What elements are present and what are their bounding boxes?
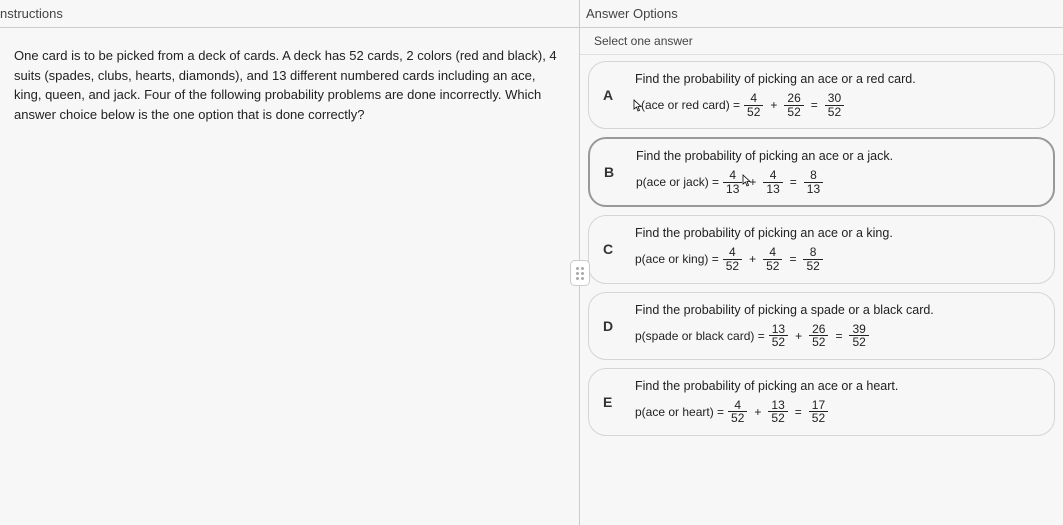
fraction: 1352: [768, 399, 787, 425]
option-letter: C: [603, 241, 613, 257]
answer-option-e[interactable]: E Find the probability of picking an ace …: [588, 368, 1055, 436]
option-equation: p(ace or jack) =413+413=813: [636, 169, 1039, 195]
option-title: Find the probability of picking an ace o…: [635, 379, 1040, 393]
option-equation: p(ace or king) =452+452=852: [635, 246, 1040, 272]
denominator: 13: [723, 182, 742, 196]
cursor-icon: [742, 174, 752, 188]
denominator: 52: [809, 335, 828, 349]
fraction: 3052: [825, 92, 844, 118]
denominator: 52: [784, 105, 803, 119]
equation-lhs: p(ace or jack) =: [636, 175, 719, 189]
operator: =: [787, 175, 800, 189]
operator: +: [767, 98, 780, 112]
fraction: 452: [728, 399, 747, 425]
operator: =: [808, 98, 821, 112]
option-letter: D: [603, 318, 613, 334]
instructions-header: nstructions: [0, 0, 579, 28]
fraction: 813: [804, 169, 823, 195]
option-letter: E: [603, 394, 612, 410]
equation-lhs: (ace or red card) =: [635, 98, 740, 113]
fraction: 852: [803, 246, 822, 272]
denominator: 52: [763, 259, 782, 273]
numerator: 4: [767, 169, 780, 182]
denominator: 52: [728, 411, 747, 425]
denominator: 52: [803, 259, 822, 273]
fraction: 452: [763, 246, 782, 272]
option-title: Find the probability of picking an ace o…: [635, 226, 1040, 240]
numerator: 4: [726, 246, 739, 259]
numerator: 17: [809, 399, 828, 412]
pane-resize-handle[interactable]: [570, 260, 590, 286]
denominator: 52: [768, 411, 787, 425]
denominator: 52: [825, 105, 844, 119]
numerator: 39: [849, 323, 868, 336]
denominator: 52: [849, 335, 868, 349]
denominator: 13: [804, 182, 823, 196]
operator: +: [746, 175, 759, 189]
option-letter: B: [604, 164, 614, 180]
fraction: 452: [744, 92, 763, 118]
equation-lhs: p(spade or black card) =: [635, 329, 765, 343]
fraction: 1752: [809, 399, 828, 425]
answer-option-a[interactable]: A Find the probability of picking an ace …: [588, 61, 1055, 129]
numerator: 8: [807, 169, 820, 182]
numerator: 26: [809, 323, 828, 336]
answer-option-d[interactable]: D Find the probability of picking a spade…: [588, 292, 1055, 360]
numerator: 26: [784, 92, 803, 105]
option-title: Find the probability of picking a spade …: [635, 303, 1040, 317]
fraction: 2652: [809, 323, 828, 349]
answer-header: Answer Options: [580, 0, 1063, 28]
option-title: Find the probability of picking an ace o…: [635, 72, 1040, 86]
operator: =: [832, 329, 845, 343]
option-equation: p(ace or heart) =452+1352=1752: [635, 399, 1040, 425]
denominator: 52: [769, 335, 788, 349]
fraction: 413: [763, 169, 782, 195]
cursor-icon: [633, 99, 643, 113]
page-root: nstructions One card is to be picked fro…: [0, 0, 1063, 525]
denominator: 52: [744, 105, 763, 119]
numerator: 4: [726, 169, 739, 182]
operator: +: [751, 405, 764, 419]
instructions-pane: nstructions One card is to be picked fro…: [0, 0, 580, 525]
operator: +: [792, 329, 805, 343]
operator: =: [786, 252, 799, 266]
equation-lhs: p(ace or heart) =: [635, 405, 724, 419]
fraction: 413: [723, 169, 742, 195]
denominator: 52: [723, 259, 742, 273]
question-text: One card is to be picked from a deck of …: [0, 28, 579, 142]
denominator: 52: [809, 411, 828, 425]
option-title: Find the probability of picking an ace o…: [636, 149, 1039, 163]
answer-subheader: Select one answer: [580, 28, 1063, 55]
numerator: 4: [747, 92, 760, 105]
answer-option-c[interactable]: C Find the probability of picking an ace …: [588, 215, 1055, 283]
option-equation: p(spade or black card) =1352+2652=3952: [635, 323, 1040, 349]
fraction: 2652: [784, 92, 803, 118]
operator: +: [746, 252, 759, 266]
numerator: 30: [825, 92, 844, 105]
answer-option-b[interactable]: B Find the probability of picking an ace …: [588, 137, 1055, 207]
fraction: 1352: [769, 323, 788, 349]
fraction: 452: [723, 246, 742, 272]
numerator: 8: [807, 246, 820, 259]
numerator: 4: [766, 246, 779, 259]
options-list: A Find the probability of picking an ace …: [580, 55, 1063, 450]
fraction: 3952: [849, 323, 868, 349]
operator: =: [792, 405, 805, 419]
answer-pane: Answer Options Select one answer A Find t…: [580, 0, 1063, 525]
equation-lhs: p(ace or king) =: [635, 252, 719, 266]
numerator: 4: [731, 399, 744, 412]
numerator: 13: [768, 399, 787, 412]
option-letter: A: [603, 87, 613, 103]
denominator: 13: [763, 182, 782, 196]
numerator: 13: [769, 323, 788, 336]
option-equation: (ace or red card) =452+2652=3052: [635, 92, 1040, 118]
